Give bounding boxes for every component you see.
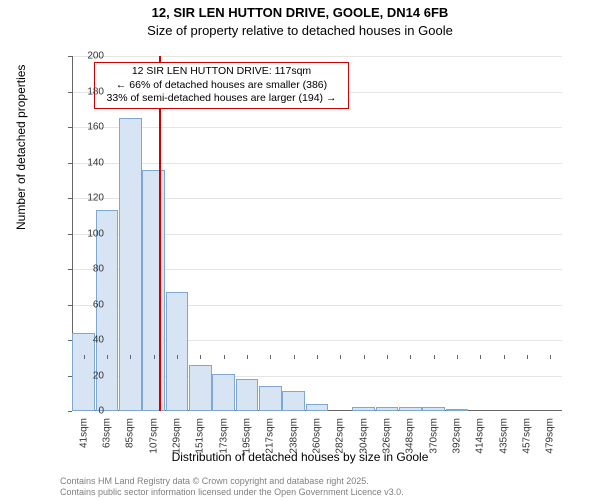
- y-axis-title: Number of detached properties: [14, 65, 28, 230]
- x-tick-mark: [294, 355, 295, 359]
- x-tick-label: 348sqm: [405, 418, 416, 454]
- footer-attribution: Contains HM Land Registry data © Crown c…: [60, 476, 404, 499]
- x-tick-label: 151sqm: [195, 418, 206, 454]
- y-tick-mark: [68, 127, 72, 128]
- x-tick-mark: [107, 355, 108, 359]
- histogram-bar: [282, 391, 305, 411]
- x-tick-mark: [550, 355, 551, 359]
- x-tick-mark: [317, 355, 318, 359]
- x-tick-label: 107sqm: [148, 418, 159, 454]
- x-tick-mark: [457, 355, 458, 359]
- histogram-bar: [422, 407, 445, 411]
- footer-line-2: Contains public sector information licen…: [60, 487, 404, 498]
- x-tick-mark: [177, 355, 178, 359]
- x-tick-label: 414sqm: [475, 418, 486, 454]
- x-tick-label: 326sqm: [382, 418, 393, 454]
- histogram-bar: [236, 379, 259, 411]
- x-tick-mark: [84, 355, 85, 359]
- chart-title-line2: Size of property relative to detached ho…: [0, 22, 600, 40]
- x-tick-mark: [480, 355, 481, 359]
- annotation-line-2: ← 66% of detached houses are smaller (38…: [99, 79, 344, 93]
- y-tick-mark: [68, 56, 72, 57]
- x-tick-mark: [387, 355, 388, 359]
- x-tick-mark: [504, 355, 505, 359]
- x-tick-label: 370sqm: [428, 418, 439, 454]
- y-tick-label: 60: [74, 299, 104, 310]
- annotation-box: 12 SIR LEN HUTTON DRIVE: 117sqm ← 66% of…: [94, 62, 349, 109]
- x-tick-label: 260sqm: [312, 418, 323, 454]
- y-tick-mark: [68, 198, 72, 199]
- x-tick-label: 392sqm: [452, 418, 463, 454]
- y-tick-mark: [68, 269, 72, 270]
- y-tick-mark: [68, 376, 72, 377]
- y-tick-mark: [68, 305, 72, 306]
- x-tick-label: 238sqm: [288, 418, 299, 454]
- x-tick-label: 129sqm: [172, 418, 183, 454]
- y-tick-label: 0: [74, 406, 104, 417]
- x-tick-mark: [434, 355, 435, 359]
- y-tick-label: 140: [74, 157, 104, 168]
- annotation-line-3: 33% of semi-detached houses are larger (…: [99, 92, 344, 106]
- x-tick-mark: [270, 355, 271, 359]
- y-tick-label: 200: [74, 51, 104, 62]
- histogram-bar: [376, 407, 399, 411]
- histogram-bar: [166, 292, 189, 411]
- chart-title-line1: 12, SIR LEN HUTTON DRIVE, GOOLE, DN14 6F…: [0, 4, 600, 22]
- x-tick-label: 457sqm: [522, 418, 533, 454]
- y-tick-mark: [68, 163, 72, 164]
- x-tick-label: 217sqm: [265, 418, 276, 454]
- x-tick-label: 41sqm: [78, 418, 89, 448]
- x-tick-label: 63sqm: [102, 418, 113, 448]
- x-tick-label: 173sqm: [218, 418, 229, 454]
- footer-line-1: Contains HM Land Registry data © Crown c…: [60, 476, 404, 487]
- y-tick-mark: [68, 234, 72, 235]
- x-tick-mark: [410, 355, 411, 359]
- histogram-bar: [189, 365, 212, 411]
- x-tick-mark: [224, 355, 225, 359]
- x-tick-mark: [527, 355, 528, 359]
- x-tick-label: 282sqm: [335, 418, 346, 454]
- histogram-bar: [119, 118, 142, 411]
- y-tick-label: 40: [74, 335, 104, 346]
- x-tick-label: 479sqm: [545, 418, 556, 454]
- y-tick-label: 20: [74, 370, 104, 381]
- y-tick-label: 100: [74, 228, 104, 239]
- histogram-bar: [399, 407, 422, 411]
- annotation-line-1: 12 SIR LEN HUTTON DRIVE: 117sqm: [99, 65, 344, 79]
- x-tick-mark: [340, 355, 341, 359]
- y-tick-label: 80: [74, 264, 104, 275]
- chart-title-block: 12, SIR LEN HUTTON DRIVE, GOOLE, DN14 6F…: [0, 0, 600, 39]
- histogram-bar: [212, 374, 235, 411]
- x-tick-mark: [364, 355, 365, 359]
- y-tick-mark: [68, 411, 72, 412]
- x-tick-mark: [130, 355, 131, 359]
- histogram-bar: [142, 170, 165, 411]
- histogram-bar: [446, 409, 469, 411]
- x-tick-label: 195sqm: [242, 418, 253, 454]
- x-tick-label: 85sqm: [125, 418, 136, 448]
- x-tick-mark: [154, 355, 155, 359]
- x-tick-mark: [200, 355, 201, 359]
- y-tick-label: 120: [74, 193, 104, 204]
- histogram-bar: [306, 404, 329, 411]
- y-tick-mark: [68, 92, 72, 93]
- x-tick-label: 304sqm: [358, 418, 369, 454]
- y-tick-mark: [68, 340, 72, 341]
- histogram-bar: [352, 407, 375, 411]
- x-axis-title: Distribution of detached houses by size …: [0, 450, 600, 464]
- x-tick-mark: [247, 355, 248, 359]
- y-tick-label: 180: [74, 86, 104, 97]
- y-tick-label: 160: [74, 122, 104, 133]
- x-tick-label: 435sqm: [498, 418, 509, 454]
- histogram-bar: [259, 386, 282, 411]
- property-marker-line: [159, 56, 161, 411]
